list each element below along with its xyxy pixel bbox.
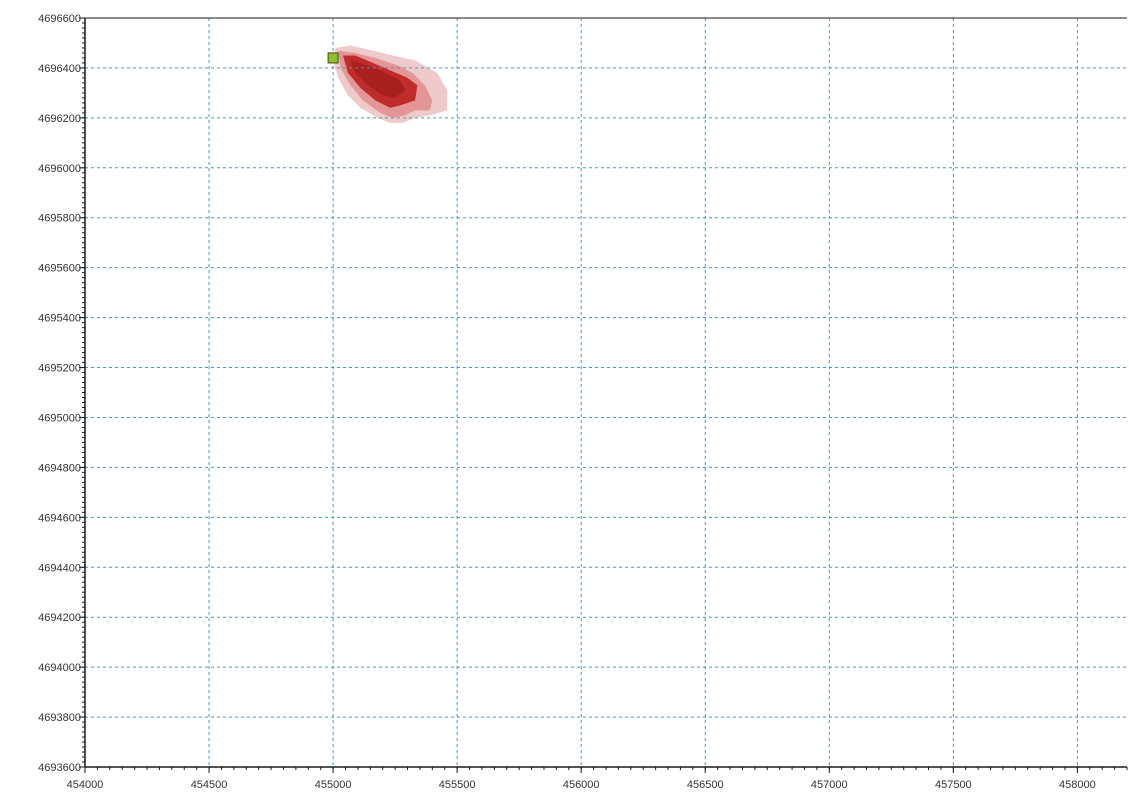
x-tick-label: 458000 xyxy=(1059,779,1096,791)
y-tick-label: 4696600 xyxy=(38,13,81,25)
source-point-marker xyxy=(327,52,339,64)
y-tick-label: 4695000 xyxy=(38,412,81,424)
y-tick-label: 4695200 xyxy=(38,363,81,375)
axes: 454000 454500 455000 455500 456000 456500 4570… xyxy=(38,13,1128,791)
contour-core xyxy=(350,60,405,98)
source-marker-layer xyxy=(327,52,339,64)
x-tick-label: 457000 xyxy=(811,779,848,791)
y-tick-label: 4694800 xyxy=(38,462,81,474)
y-tick-label: 4693600 xyxy=(38,762,81,774)
y-tick-label: 4696000 xyxy=(38,163,81,175)
x-tick-label: 455500 xyxy=(439,779,476,791)
grid-lines xyxy=(84,17,1127,768)
x-tick-label: 456000 xyxy=(563,779,600,791)
y-tick-label: 4694600 xyxy=(38,512,81,524)
y-tick-label: 4695400 xyxy=(38,313,81,325)
y-tick-label: 4693800 xyxy=(38,712,81,724)
y-tick-label: 4695600 xyxy=(38,263,81,275)
x-tick-label: 455000 xyxy=(315,779,352,791)
x-tick-label: 454000 xyxy=(67,779,104,791)
x-tick-label: 456500 xyxy=(687,779,724,791)
y-tick-label: 4694000 xyxy=(38,662,81,674)
plume-contours xyxy=(333,45,448,123)
y-tick-label: 4696400 xyxy=(38,63,81,75)
y-tick-label: 4696200 xyxy=(38,113,81,125)
y-tick-label: 4695800 xyxy=(38,213,81,225)
y-tick-label: 4694400 xyxy=(38,562,81,574)
y-tick-label: 4694200 xyxy=(38,612,81,624)
x-tick-label: 454500 xyxy=(191,779,228,791)
x-tick-label: 457500 xyxy=(935,779,972,791)
